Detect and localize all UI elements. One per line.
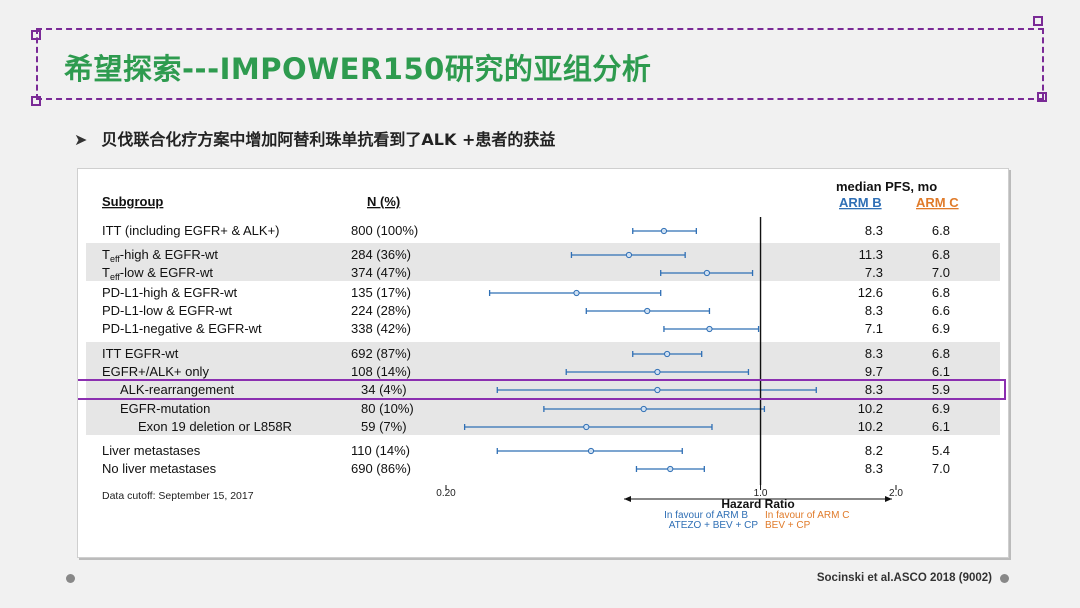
row-pfs-arm-c-1: 6.8 xyxy=(932,247,950,262)
hr-point-4 xyxy=(644,307,651,315)
row-pfs-arm-c-0: 6.8 xyxy=(932,223,950,238)
row-label-4: PD-L1-low & EGFR-wt xyxy=(102,303,232,318)
row-n-6: 692 (87%) xyxy=(351,346,411,361)
data-cutoff-note: Data cutoff: September 15, 2017 xyxy=(102,490,254,502)
hr-point-12 xyxy=(667,465,674,473)
row-pfs-arm-c-9: 6.9 xyxy=(932,401,950,416)
row-pfs-arm-b-2: 7.3 xyxy=(865,265,883,280)
hr-point-3 xyxy=(573,289,580,297)
row-pfs-arm-b-12: 8.3 xyxy=(865,461,883,476)
row-n-4: 224 (28%) xyxy=(351,303,411,318)
favour-arm-b-line2: ATEZO + BEV + CP xyxy=(669,520,759,531)
x-axis-title: Hazard Ratio xyxy=(721,497,794,511)
row-pfs-arm-b-3: 12.6 xyxy=(858,285,883,300)
bullet-text: 贝伐联合化疗方案中增加阿替利珠单抗看到了ALK +患者的获益 xyxy=(101,130,556,149)
row-pfs-arm-b-6: 8.3 xyxy=(865,346,883,361)
row-label-1: Teff-high & EGFR-wt xyxy=(102,247,218,264)
hr-point-0 xyxy=(660,227,668,235)
row-label-10: Exon 19 deletion or L858R xyxy=(138,419,292,434)
row-n-0: 800 (100%) xyxy=(351,223,418,238)
header-arm-b: ARM B xyxy=(839,195,882,210)
row-pfs-arm-c-2: 7.0 xyxy=(932,265,950,280)
hr-point-9 xyxy=(640,405,647,413)
header-n: N (%) xyxy=(367,194,400,209)
row-n-5: 338 (42%) xyxy=(351,321,411,336)
favour-arm-c-line2: BEV + CP xyxy=(765,520,811,531)
title-frame-corner-bl xyxy=(31,96,41,106)
row-n-11: 110 (14%) xyxy=(351,443,410,458)
x-tick-label-0: 0.20 xyxy=(436,488,456,499)
row-pfs-arm-c-3: 6.8 xyxy=(932,285,950,300)
row-pfs-arm-c-4: 6.6 xyxy=(932,303,950,318)
row-label-3: PD-L1-high & EGFR-wt xyxy=(102,285,237,300)
row-n-8: 34 (4%) xyxy=(361,382,407,397)
favour-arrow-left-head xyxy=(624,496,631,502)
hr-point-7 xyxy=(654,368,661,376)
forest-plot: Subgroup N (%) median PFS, mo ARM B ARM … xyxy=(74,179,1006,531)
row-n-12: 690 (86%) xyxy=(351,461,411,476)
bullet-arrow-icon: ➤ xyxy=(74,130,88,149)
row-n-9: 80 (10%) xyxy=(361,401,414,416)
row-n-7: 108 (14%) xyxy=(351,364,411,379)
header-pfs: median PFS, mo xyxy=(836,179,937,194)
row-pfs-arm-c-10: 6.1 xyxy=(932,419,950,434)
row-pfs-arm-b-1: 11.3 xyxy=(859,247,883,262)
hr-point-8 xyxy=(654,386,661,394)
favour-arm-b-line1: In favour of ARM B xyxy=(664,510,748,521)
row-n-1: 284 (36%) xyxy=(351,247,411,262)
row-label-5: PD-L1-negative & EGFR-wt xyxy=(102,321,262,336)
row-label-12: No liver metastases xyxy=(102,461,217,476)
x-tick-label-2: 2.0 xyxy=(889,488,903,499)
forest-plot-figure: Subgroup N (%) median PFS, mo ARM B ARM … xyxy=(74,168,1009,558)
hr-point-5 xyxy=(706,325,713,333)
row-label-8: ALK-rearrangement xyxy=(120,382,235,397)
title-frame xyxy=(36,28,1044,100)
row-pfs-arm-c-5: 6.9 xyxy=(932,321,950,336)
footer-dot-right xyxy=(1000,574,1009,583)
row-pfs-arm-c-11: 5.4 xyxy=(932,443,950,458)
bullet-point: ➤ 贝伐联合化疗方案中增加阿替利珠单抗看到了ALK +患者的获益 xyxy=(74,126,555,150)
row-pfs-arm-b-11: 8.2 xyxy=(865,443,883,458)
title-frame-corner-tr xyxy=(1033,16,1043,26)
reference-citation: Socinski et al.ASCO 2018 (9002) xyxy=(816,572,992,584)
row-label-2: Teff-low & EGFR-wt xyxy=(102,265,213,282)
row-pfs-arm-b-10: 10.2 xyxy=(858,419,883,434)
row-label-11: Liver metastases xyxy=(102,443,201,458)
row-n-3: 135 (17%) xyxy=(351,285,411,300)
hr-point-2 xyxy=(703,269,711,277)
row-n-10: 59 (7%) xyxy=(361,419,407,434)
slide-title: 希望探索---IMPOWER150研究的亚组分析 xyxy=(64,52,652,86)
row-pfs-arm-b-0: 8.3 xyxy=(865,223,883,238)
row-pfs-arm-c-7: 6.1 xyxy=(932,364,950,379)
row-group-band-0 xyxy=(86,243,1000,281)
row-pfs-arm-b-7: 9.7 xyxy=(865,364,883,379)
row-pfs-arm-b-9: 10.2 xyxy=(858,401,883,416)
row-pfs-arm-b-4: 8.3 xyxy=(865,303,883,318)
row-label-6: ITT EGFR-wt xyxy=(102,346,179,361)
title-frame-corner-tl xyxy=(31,30,41,40)
title-frame-corner-br xyxy=(1037,92,1047,102)
row-pfs-arm-c-6: 6.8 xyxy=(932,346,950,361)
row-n-2: 374 (47%) xyxy=(351,265,411,280)
favour-arrow-right-head xyxy=(885,496,892,502)
favour-arm-c-line1: In favour of ARM C xyxy=(765,510,849,521)
row-group-band-1 xyxy=(86,342,1000,435)
hr-point-6 xyxy=(664,350,671,358)
x-tick-label-1: 1.0 xyxy=(754,488,768,499)
row-pfs-arm-b-5: 7.1 xyxy=(865,321,883,336)
header-subgroup: Subgroup xyxy=(102,194,163,209)
row-label-7: EGFR+/ALK+ only xyxy=(102,364,209,379)
header-arm-c: ARM C xyxy=(916,195,959,210)
hr-point-10 xyxy=(583,423,590,431)
row-pfs-arm-c-8: 5.9 xyxy=(932,382,950,397)
footer-dot-left xyxy=(66,574,75,583)
row-pfs-arm-b-8: 8.3 xyxy=(865,382,883,397)
row-pfs-arm-c-12: 7.0 xyxy=(932,461,950,476)
row-label-9: EGFR-mutation xyxy=(120,401,210,416)
hr-point-1 xyxy=(625,251,633,259)
hr-point-11 xyxy=(587,447,595,455)
row-label-0: ITT (including EGFR+ & ALK+) xyxy=(102,223,280,238)
